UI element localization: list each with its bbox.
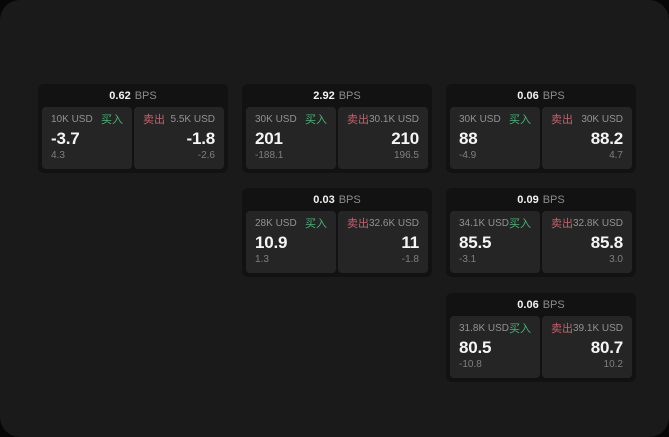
buy-price: 10.9 [255,232,288,252]
sell-sub-value: -1.8 [401,254,419,265]
buy-quote-panel[interactable]: 30K USD 买入 88 -4.9 [450,107,540,169]
sell-quote-panel[interactable]: 卖出 30.1K USD 210 196.5 [338,107,428,169]
buy-size-label: 10K USD [51,114,93,125]
quote-card: 0.06 BPS 31.8K USD 买入 80.5 -10.8 卖出 39.1… [446,293,636,382]
buy-size-label: 30K USD [255,114,297,125]
spread-unit-label: BPS [338,193,361,206]
sell-sub-value: 3.0 [609,254,623,265]
buy-price: 201 [255,128,283,148]
buy-tag: 买入 [305,218,327,230]
sell-quote-panel[interactable]: 卖出 39.1K USD 80.7 10.2 [542,316,632,378]
spread-unit-label: BPS [134,89,157,102]
spread-header: 0.06 BPS [446,84,636,107]
buy-sub-value: -4.9 [459,150,477,161]
quote-body: 31.8K USD 买入 80.5 -10.8 卖出 39.1K USD 80.… [446,316,636,382]
buy-quote-panel[interactable]: 10K USD 买入 -3.7 4.3 [42,107,132,169]
buy-quote-panel[interactable]: 28K USD 买入 10.9 1.3 [246,211,336,273]
sell-size-label: 32.6K USD [369,218,420,229]
buy-price: 85.5 [459,232,492,252]
spread-value: 0.62 [109,89,131,102]
sell-tag: 卖出 [551,114,573,126]
quote-card: 2.92 BPS 30K USD 买入 201 -188.1 卖出 30.1K … [242,84,432,173]
buy-tag: 买入 [305,114,327,126]
sell-sub-value: 10.2 [603,359,623,370]
sell-quote-panel[interactable]: 卖出 30K USD 88.2 4.7 [542,107,632,169]
buy-size-label: 28K USD [255,218,297,229]
sell-quote-panel[interactable]: 卖出 32.8K USD 85.8 3.0 [542,211,632,273]
buy-price: 80.5 [459,337,492,357]
sell-price: 80.7 [590,337,623,357]
quote-body: 34.1K USD 买入 85.5 -3.1 卖出 32.8K USD 85.8… [446,211,636,277]
spread-header: 0.09 BPS [446,188,636,211]
sell-quote-panel[interactable]: 卖出 5.5K USD -1.8 -2.6 [134,107,224,169]
sell-price: 88.2 [590,128,623,148]
buy-size-label: 34.1K USD [459,218,510,229]
sell-sub-value: 4.7 [609,150,623,161]
spread-header: 0.06 BPS [446,293,636,316]
buy-tag: 买入 [509,114,531,126]
sell-size-label: 32.8K USD [573,218,624,229]
sell-tag: 卖出 [143,114,165,126]
buy-tag: 买入 [101,114,123,126]
buy-price: 88 [459,128,478,148]
sell-size-label: 5.5K USD [170,114,215,125]
sell-quote-panel[interactable]: 卖出 32.6K USD 11 -1.8 [338,211,428,273]
sell-tag: 卖出 [551,323,573,335]
quote-card: 0.09 BPS 34.1K USD 买入 85.5 -3.1 卖出 32.8K… [446,188,636,277]
buy-sub-value: 1.3 [255,254,269,265]
sell-sub-value: 196.5 [393,150,419,161]
sell-tag: 卖出 [551,218,573,230]
buy-size-label: 30K USD [459,114,501,125]
spread-header: 2.92 BPS [242,84,432,107]
sell-size-label: 30K USD [581,114,623,125]
sell-size-label: 39.1K USD [573,323,624,334]
quote-card: 0.03 BPS 28K USD 买入 10.9 1.3 卖出 32.6K US… [242,188,432,277]
quote-body: 30K USD 买入 201 -188.1 卖出 30.1K USD 210 1… [242,107,432,173]
buy-quote-panel[interactable]: 31.8K USD 买入 80.5 -10.8 [450,316,540,378]
spread-header: 0.62 BPS [38,84,228,107]
spread-unit-label: BPS [542,193,565,206]
buy-quote-panel[interactable]: 30K USD 买入 201 -188.1 [246,107,336,169]
sell-tag: 卖出 [347,114,369,126]
sell-price: 85.8 [590,232,623,252]
buy-sub-value: -3.1 [459,254,477,265]
spread-unit-label: BPS [338,89,361,102]
quote-body: 30K USD 买入 88 -4.9 卖出 30K USD 88.2 4.7 [446,107,636,173]
buy-sub-value: -188.1 [255,150,284,161]
sell-size-label: 30.1K USD [369,114,420,125]
buy-sub-value: -10.8 [459,359,482,370]
spread-value: 0.06 [517,89,539,102]
buy-price: -3.7 [51,128,80,148]
spread-header: 0.03 BPS [242,188,432,211]
spread-value: 0.09 [517,193,539,206]
quote-body: 10K USD 买入 -3.7 4.3 卖出 5.5K USD -1.8 -2.… [38,107,228,173]
sell-price: -1.8 [186,128,216,148]
quote-card: 0.62 BPS 10K USD 买入 -3.7 4.3 卖出 5.5K USD… [38,84,228,173]
spread-value: 0.03 [313,193,335,206]
buy-sub-value: 4.3 [51,150,65,161]
sell-price: 210 [391,128,419,148]
quote-card: 0.06 BPS 30K USD 买入 88 -4.9 卖出 30K USD 8… [446,84,636,173]
sell-tag: 卖出 [347,218,369,230]
sell-price: 11 [401,232,419,252]
buy-size-label: 31.8K USD [459,323,510,334]
sell-sub-value: -2.6 [197,150,215,161]
buy-tag: 买入 [509,218,532,230]
buy-quote-panel[interactable]: 34.1K USD 买入 85.5 -3.1 [450,211,540,273]
spread-value: 0.06 [517,298,539,311]
spread-unit-label: BPS [542,298,565,311]
quote-body: 28K USD 买入 10.9 1.3 卖出 32.6K USD 11 -1.8 [242,211,432,277]
buy-tag: 买入 [509,323,532,335]
spread-value: 2.92 [313,89,335,102]
spread-unit-label: BPS [542,89,565,102]
